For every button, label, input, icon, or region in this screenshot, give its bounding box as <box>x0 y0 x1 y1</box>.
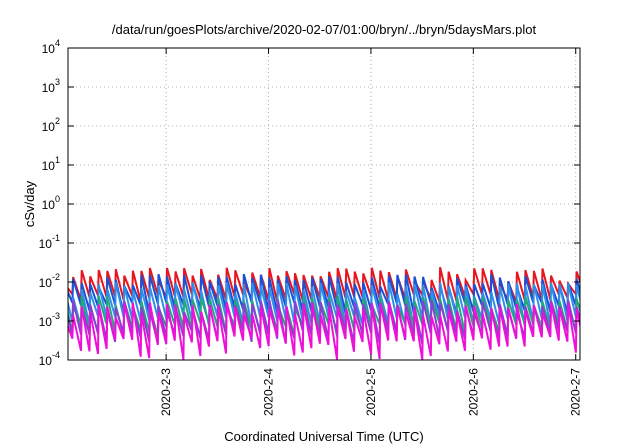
y-tick-label: 102 <box>42 116 60 134</box>
y-axis-ticks: 10-4 10-3 10-2 10-1 100 101 102 103 104 <box>39 38 580 368</box>
x-tick-label: 2020-2-6 <box>466 368 480 416</box>
x-axis-label: Coordinated Universal Time (UTC) <box>224 429 423 444</box>
y-tick-label: 104 <box>42 38 60 56</box>
y-tick-label: 10-1 <box>39 233 60 251</box>
x-tick-label: 2020-2-4 <box>262 368 276 416</box>
x-axis-ticks: 2020-2-3 2020-2-4 2020-2-5 2020-2-6 2020-2-7 <box>159 48 583 416</box>
series-line-6 <box>68 302 580 360</box>
x-tick-label: 2020-2-3 <box>159 368 173 416</box>
y-tick-label: 10-3 <box>39 311 60 329</box>
y-tick-label: 10-4 <box>39 350 60 368</box>
x-tick-label: 2020-2-7 <box>569 368 583 416</box>
y-tick-label: 100 <box>42 194 60 212</box>
y-tick-label: 103 <box>42 77 60 95</box>
chart-title: /data/run/goesPlots/archive/2020-02-07/0… <box>112 22 537 37</box>
y-tick-label: 10-2 <box>39 272 60 290</box>
y-tick-label: 101 <box>42 155 60 173</box>
series-group <box>68 266 580 360</box>
x-tick-label: 2020-2-5 <box>364 368 378 416</box>
y-axis-label: cSv/day <box>22 180 37 227</box>
